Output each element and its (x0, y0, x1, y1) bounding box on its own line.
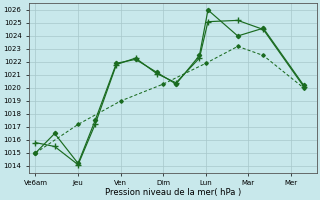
X-axis label: Pression niveau de la mer( hPa ): Pression niveau de la mer( hPa ) (105, 188, 241, 197)
